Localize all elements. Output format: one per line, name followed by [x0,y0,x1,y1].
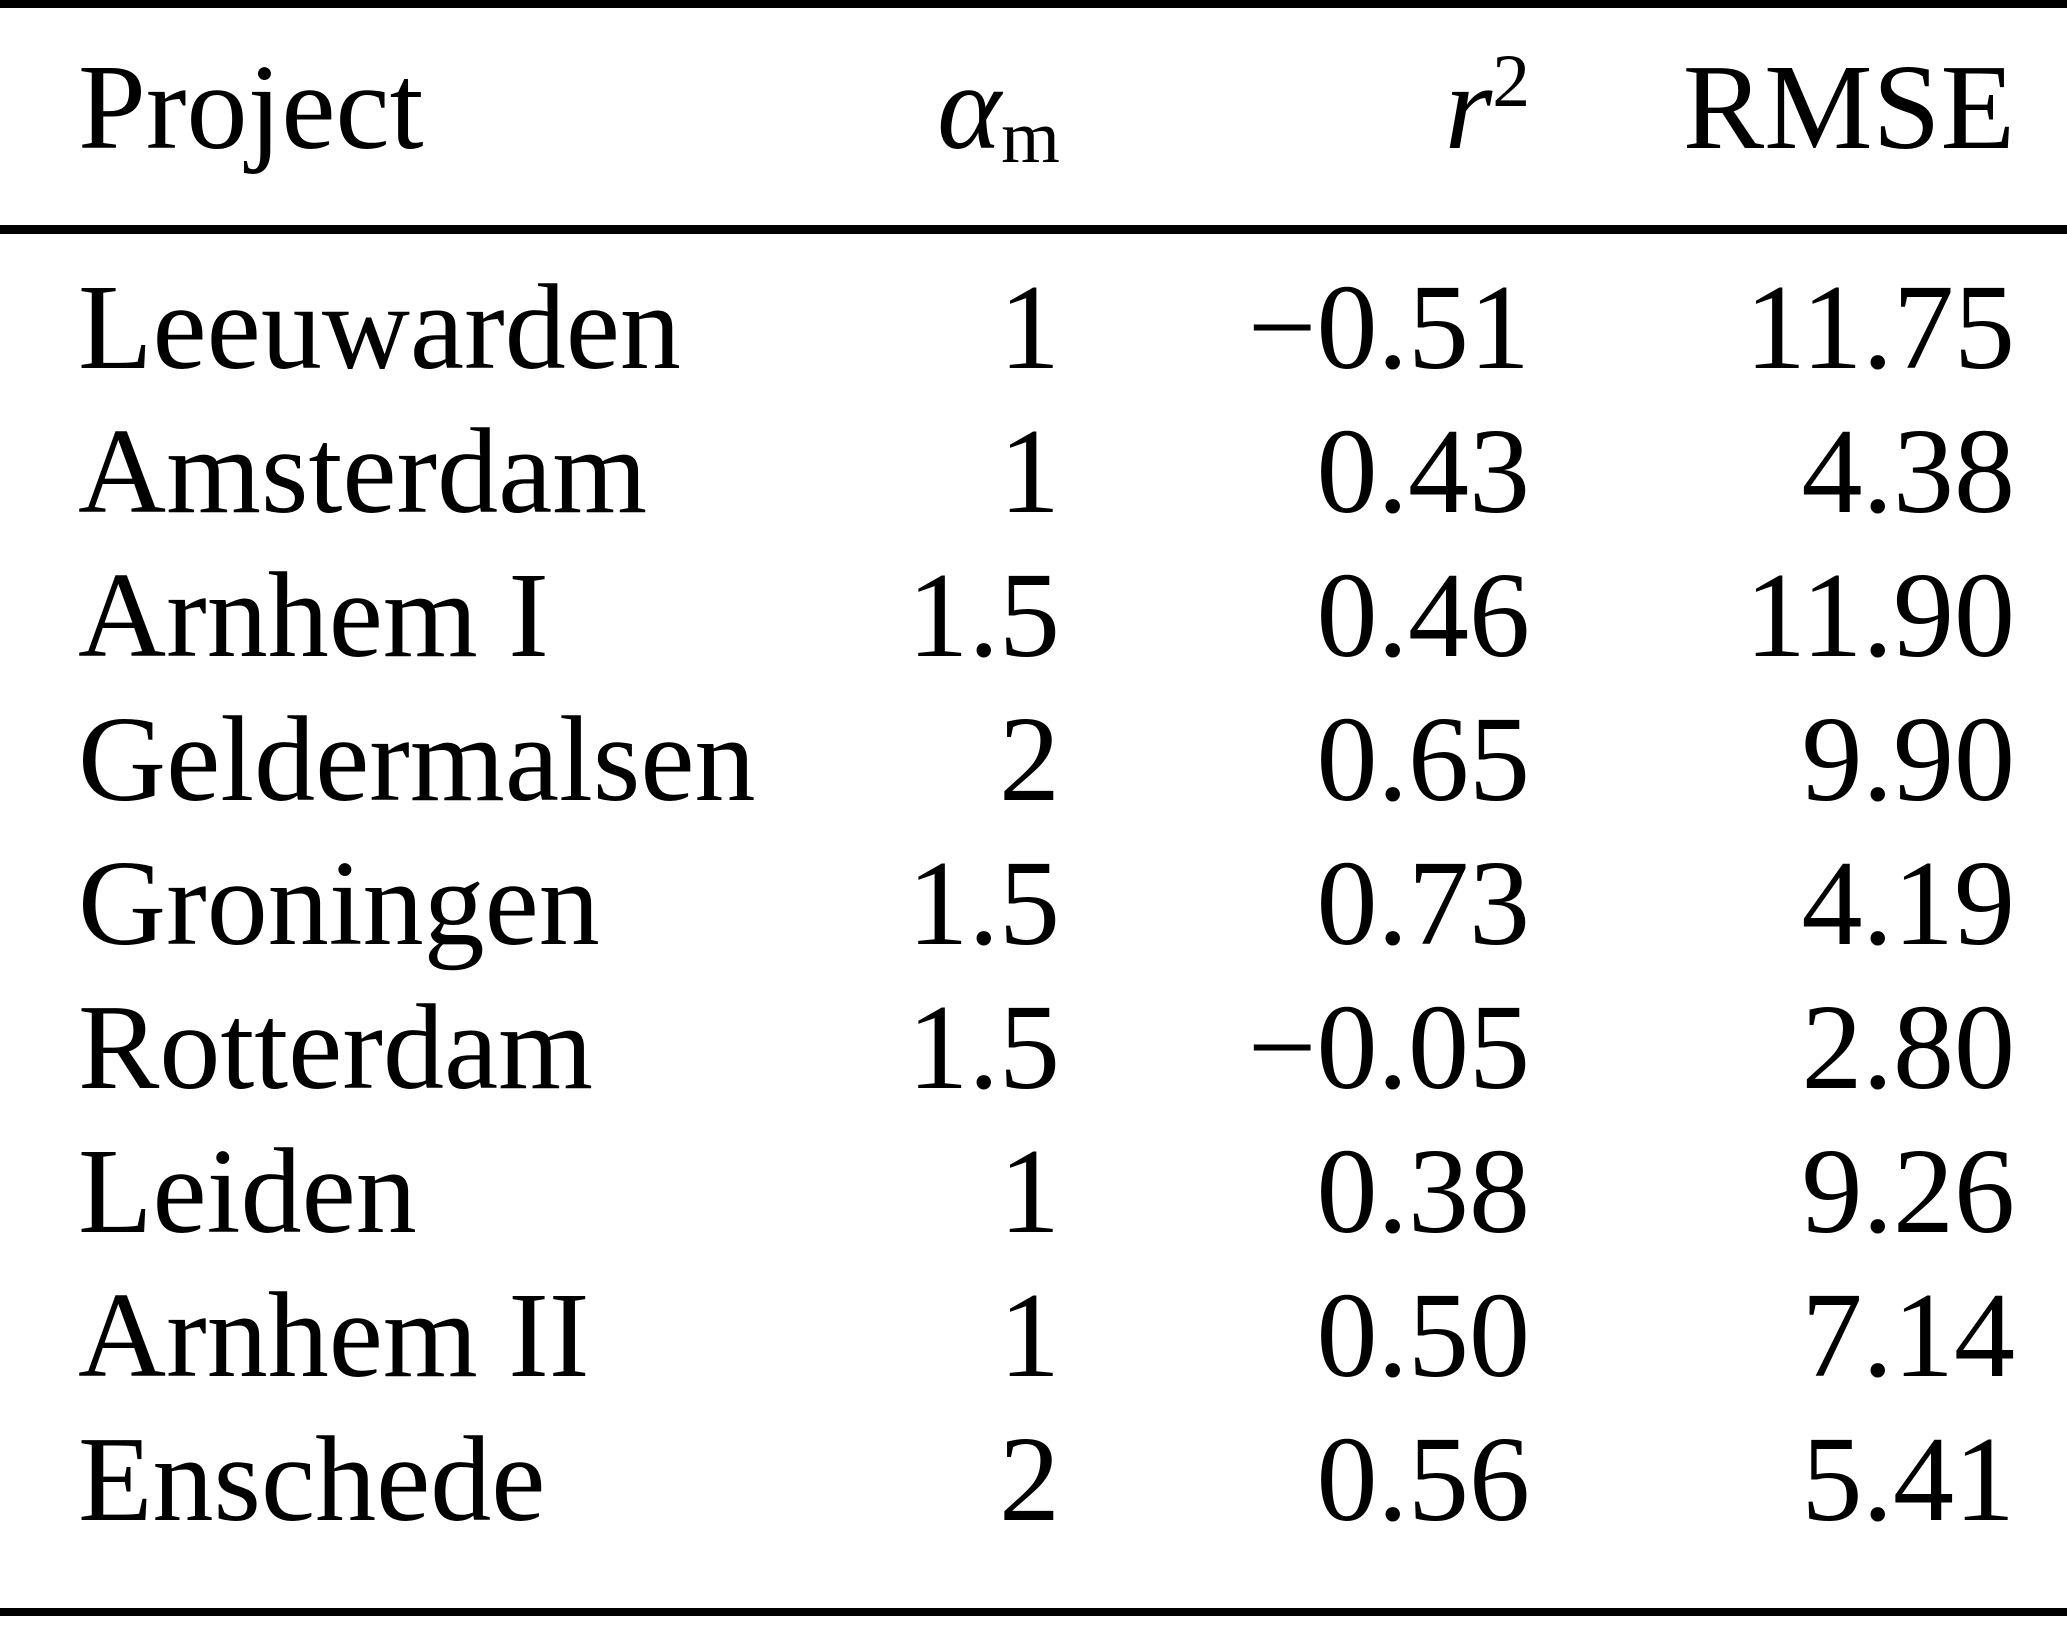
alpha-m-cell: 2 [999,1411,1060,1547]
table-row: Amsterdam 1 0.43 4.38 [0,400,2067,544]
r2-cell: 0.73 [1316,835,1531,971]
project-cell: Leeuwarden [78,259,681,395]
rmse-cell: 9.26 [1801,1123,2016,1259]
table-row: Enschede 2 0.56 5.41 [0,1408,2067,1612]
rmse-cell: 9.90 [1801,691,2016,827]
col-header-r-squared: r2 [1060,4,1530,234]
project-cell: Enschede [78,1411,546,1547]
r2-cell: −0.05 [1247,979,1530,1115]
col-header-alpha-m: αm [700,4,1060,234]
r2-cell: 0.65 [1316,691,1531,827]
alpha-symbol: α [937,40,1002,175]
col-header-rmse: RMSE [1530,4,2067,234]
table-row: Leeuwarden 1 −0.51 11.75 [0,229,2067,400]
header-row: Project αm r2 RMSE [0,4,2067,234]
table-row: Groningen 1.5 0.73 4.19 [0,832,2067,976]
rmse-cell: 7.14 [1801,1267,2016,1403]
project-cell: Leiden [78,1123,417,1259]
r2-cell: −0.51 [1247,259,1530,395]
r2-cell: 0.46 [1316,547,1531,683]
table-row: Arnhem II 1 0.50 7.14 [0,1264,2067,1408]
table-row: Arnhem I 1.5 0.46 11.90 [0,544,2067,688]
r2-cell: 0.43 [1316,403,1531,539]
alpha-m-cell: 1 [999,259,1060,395]
col-header-project: Project [0,4,700,234]
table-row: Rotterdam 1.5 −0.05 2.80 [0,976,2067,1120]
project-cell: Geldermalsen [78,691,756,827]
alpha-m-cell: 2 [999,691,1060,827]
alpha-m-cell: 1.5 [907,979,1061,1115]
alpha-m-cell: 1 [999,403,1060,539]
table-row: Geldermalsen 2 0.65 9.90 [0,688,2067,832]
alpha-m-cell: 1.5 [907,547,1061,683]
alpha-subscript: m [1001,95,1060,179]
alpha-m-cell: 1 [999,1123,1060,1259]
alpha-m-cell: 1 [999,1267,1060,1403]
project-cell: Amsterdam [78,403,648,539]
r2-cell: 0.56 [1316,1411,1531,1547]
r2-cell: 0.50 [1316,1267,1531,1403]
rmse-cell: 11.90 [1745,547,2015,683]
r2-cell: 0.38 [1316,1123,1531,1259]
project-cell: Rotterdam [78,979,593,1115]
project-cell: Groningen [78,835,600,971]
alpha-m-cell: 1.5 [907,835,1061,971]
rmse-cell: 4.19 [1801,835,2016,971]
project-cell: Arnhem I [78,547,549,683]
rmse-cell: 11.75 [1745,259,2015,395]
r-symbol: r [1444,40,1493,175]
rmse-cell: 5.41 [1801,1411,2016,1547]
rmse-cell: 2.80 [1801,979,2016,1115]
table-row: Leiden 1 0.38 9.26 [0,1120,2067,1264]
r-superscript: 2 [1492,40,1530,124]
rmse-cell: 4.38 [1801,403,2016,539]
project-cell: Arnhem II [78,1267,590,1403]
